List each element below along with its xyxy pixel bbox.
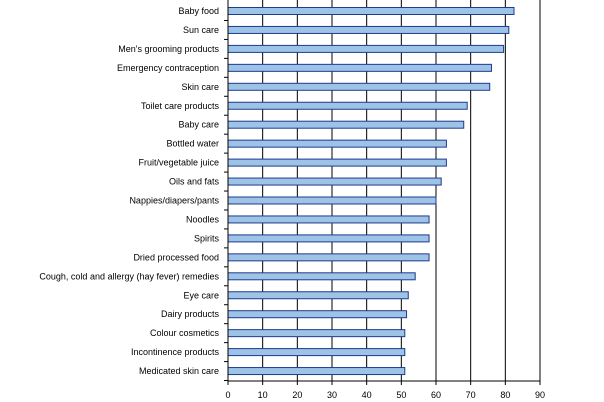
bar-13	[227, 253, 430, 262]
bar-4	[227, 82, 491, 91]
category-label: Emergency contraception	[117, 63, 219, 73]
x-tick-labels: 0 10 20 30 40 50 60 70 80 90	[225, 390, 545, 400]
category-label: Medicated skin care	[139, 366, 219, 376]
category-label: Dried processed food	[133, 252, 219, 262]
category-label: Oils and fats	[169, 177, 220, 187]
x-tick-label: 60	[431, 390, 441, 400]
x-tick-label: 20	[292, 390, 302, 400]
x-tick-label: 10	[258, 390, 268, 400]
category-label: Colour cosmetics	[150, 328, 220, 338]
bar-3	[227, 63, 492, 72]
x-tick-label: 70	[466, 390, 476, 400]
category-label: Spirits	[194, 233, 220, 243]
bar-14	[227, 272, 416, 281]
category-labels: Baby food Sun care Men's grooming products…	[39, 6, 219, 376]
bar-15	[227, 291, 409, 300]
bar-10	[227, 196, 437, 205]
x-tick-label: 0	[225, 390, 230, 400]
category-label: Noodles	[186, 214, 220, 224]
gridlines	[262, 0, 541, 381]
category-label: Men's grooming products	[118, 44, 219, 54]
x-tick-label: 80	[500, 390, 510, 400]
bar-8	[227, 158, 447, 167]
bar-16	[227, 310, 408, 319]
category-label: Incontinence products	[131, 347, 220, 357]
category-label: Baby food	[178, 6, 219, 16]
bar-2	[227, 44, 505, 53]
bar-18	[227, 348, 406, 357]
bar-0	[227, 7, 515, 15]
category-label: Toilet care products	[141, 101, 220, 111]
bar-17	[227, 329, 406, 338]
category-label: Dairy products	[161, 309, 220, 319]
bar-7	[227, 139, 447, 148]
x-tick-label: 30	[327, 390, 337, 400]
x-tick-label: 40	[362, 390, 372, 400]
bar-6	[227, 120, 465, 129]
x-tick-label: 50	[396, 390, 406, 400]
category-label: Baby care	[178, 120, 219, 130]
category-label: Bottled water	[166, 139, 219, 149]
category-label: Eye care	[183, 290, 219, 300]
axes	[224, 0, 541, 385]
bar-9	[227, 177, 442, 186]
category-label: Cough, cold and allergy (hay fever) reme…	[39, 271, 219, 281]
category-label: Fruit/vegetable juice	[138, 158, 219, 168]
bar-5	[227, 101, 468, 110]
bar-12	[227, 234, 430, 243]
x-tick-label: 90	[535, 390, 545, 400]
category-label: Skin care	[181, 82, 219, 92]
bar-11	[227, 215, 430, 224]
bar-1	[227, 25, 510, 34]
category-label: Sun care	[183, 25, 219, 35]
category-label: Nappies/diapers/pants	[129, 196, 219, 206]
bar-19	[227, 367, 406, 376]
